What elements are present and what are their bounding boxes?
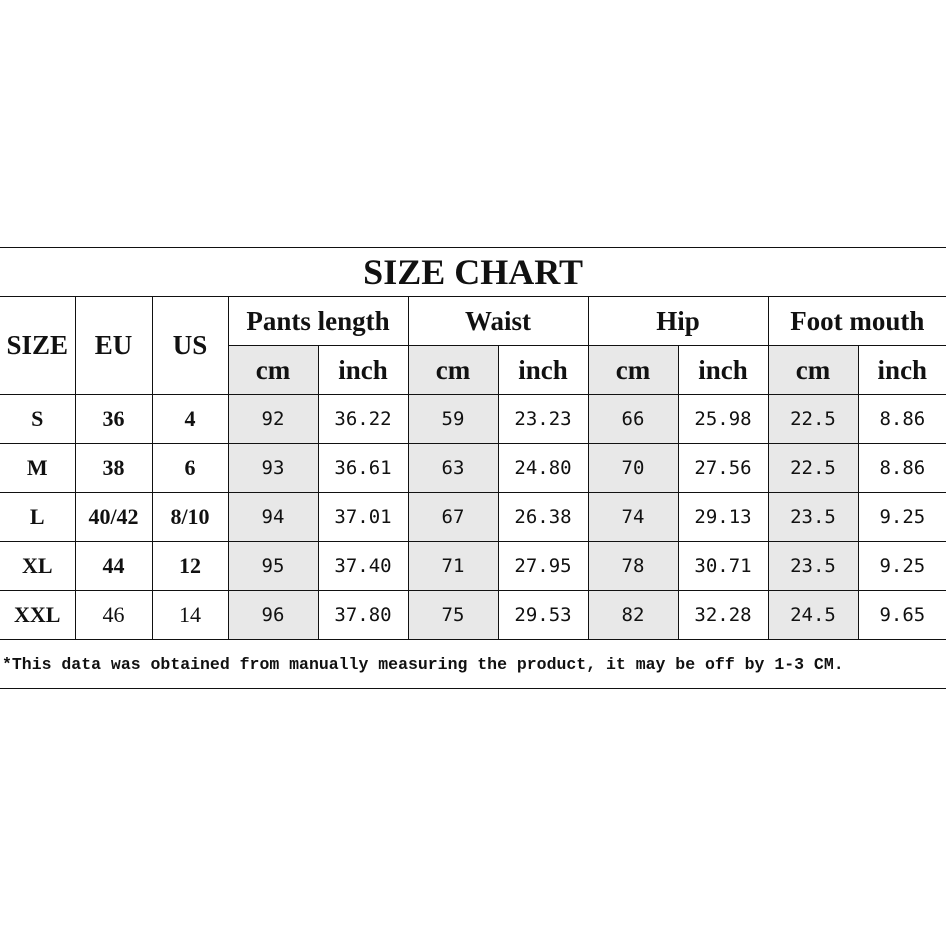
cell-value: 74 [587, 492, 679, 542]
unit-header-inch: inch [677, 345, 769, 395]
cell-value: 27.56 [677, 443, 769, 493]
cell-value: 8.86 [857, 443, 946, 493]
header-eu: EU [74, 296, 153, 395]
cell-value: 94 [227, 492, 319, 542]
cell-value: 25.98 [677, 394, 769, 444]
header-foot-mouth: Foot mouth [767, 296, 946, 346]
cell-size: XL [0, 541, 76, 591]
cell-value: 9.65 [857, 590, 946, 640]
table-row: XL 44 12 95 37.40 71 27.95 78 30.71 23.5 9.25 [0, 541, 946, 591]
cell-value: 22.5 [767, 394, 859, 444]
cell-value: 23.5 [767, 541, 859, 591]
size-chart-table: SIZE CHART SIZE EU US Pants length Waist… [0, 247, 946, 689]
cell-value: 37.01 [317, 492, 409, 542]
cell-size: S [0, 394, 76, 444]
cell-us: 8/10 [151, 492, 229, 542]
table-row: L 40/42 8/10 94 37.01 67 26.38 74 29.13 23.5 9.25 [0, 492, 946, 542]
cell-value: 96 [227, 590, 319, 640]
cell-value: 36.22 [317, 394, 409, 444]
cell-eu: 40/42 [74, 492, 153, 542]
cell-us: 14 [151, 590, 229, 640]
cell-value: 24.5 [767, 590, 859, 640]
header-waist: Waist [407, 296, 589, 346]
unit-header-inch: inch [317, 345, 409, 395]
cell-value: 23.23 [497, 394, 589, 444]
header-hip: Hip [587, 296, 769, 346]
footnote: *This data was obtained from manually me… [0, 639, 946, 689]
cell-us: 4 [151, 394, 229, 444]
cell-us: 12 [151, 541, 229, 591]
cell-value: 9.25 [857, 541, 946, 591]
header-us: US [151, 296, 229, 395]
cell-value: 8.86 [857, 394, 946, 444]
table-row: M 38 6 93 36.61 63 24.80 70 27.56 22.5 8.86 [0, 443, 946, 493]
header-size: SIZE [0, 296, 76, 395]
cell-value: 22.5 [767, 443, 859, 493]
cell-value: 32.28 [677, 590, 769, 640]
cell-value: 93 [227, 443, 319, 493]
cell-value: 29.13 [677, 492, 769, 542]
cell-value: 29.53 [497, 590, 589, 640]
unit-header-cm: cm [587, 345, 679, 395]
cell-value: 92 [227, 394, 319, 444]
cell-value: 23.5 [767, 492, 859, 542]
cell-value: 37.40 [317, 541, 409, 591]
cell-value: 63 [407, 443, 499, 493]
cell-size: L [0, 492, 76, 542]
cell-value: 78 [587, 541, 679, 591]
cell-value: 71 [407, 541, 499, 591]
cell-eu: 36 [74, 394, 153, 444]
cell-value: 75 [407, 590, 499, 640]
cell-value: 70 [587, 443, 679, 493]
table-title: SIZE CHART [0, 247, 946, 297]
cell-value: 67 [407, 492, 499, 542]
cell-value: 95 [227, 541, 319, 591]
cell-us: 6 [151, 443, 229, 493]
cell-value: 37.80 [317, 590, 409, 640]
cell-value: 36.61 [317, 443, 409, 493]
table-row: S 36 4 92 36.22 59 23.23 66 25.98 22.5 8.86 [0, 394, 946, 444]
cell-eu: 44 [74, 541, 153, 591]
unit-header-cm: cm [767, 345, 859, 395]
unit-header-inch: inch [857, 345, 946, 395]
unit-header-cm: cm [228, 345, 319, 395]
cell-value: 30.71 [677, 541, 769, 591]
cell-size: M [0, 443, 76, 493]
cell-size: XXL [0, 590, 76, 640]
cell-value: 26.38 [497, 492, 589, 542]
cell-value: 66 [587, 394, 679, 444]
unit-header-cm: cm [407, 345, 499, 395]
cell-value: 27.95 [497, 541, 589, 591]
cell-value: 59 [407, 394, 499, 444]
cell-value: 82 [587, 590, 679, 640]
table-row: XXL 46 14 96 37.80 75 29.53 82 32.28 24.5 9.65 [0, 590, 946, 640]
cell-eu: 46 [74, 590, 153, 640]
header-pants-length: Pants length [227, 296, 409, 346]
cell-value: 24.80 [497, 443, 589, 493]
cell-eu: 38 [74, 443, 153, 493]
unit-header-inch: inch [497, 345, 589, 395]
cell-value: 9.25 [857, 492, 946, 542]
